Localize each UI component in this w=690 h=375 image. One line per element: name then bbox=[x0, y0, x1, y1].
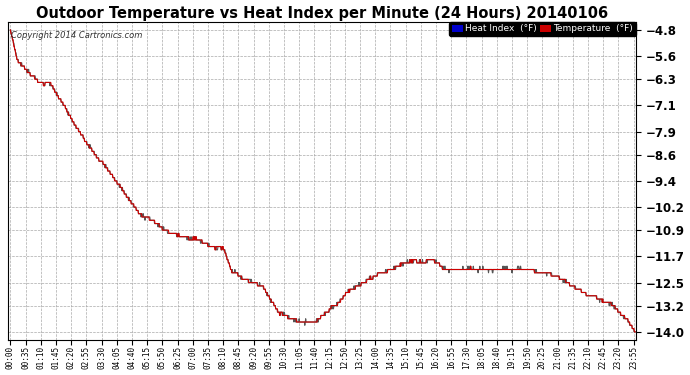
Text: Copyright 2014 Cartronics.com: Copyright 2014 Cartronics.com bbox=[11, 31, 143, 40]
Legend: Heat Index  (°F), Temperature  (°F): Heat Index (°F), Temperature (°F) bbox=[449, 22, 635, 36]
Title: Outdoor Temperature vs Heat Index per Minute (24 Hours) 20140106: Outdoor Temperature vs Heat Index per Mi… bbox=[36, 6, 608, 21]
